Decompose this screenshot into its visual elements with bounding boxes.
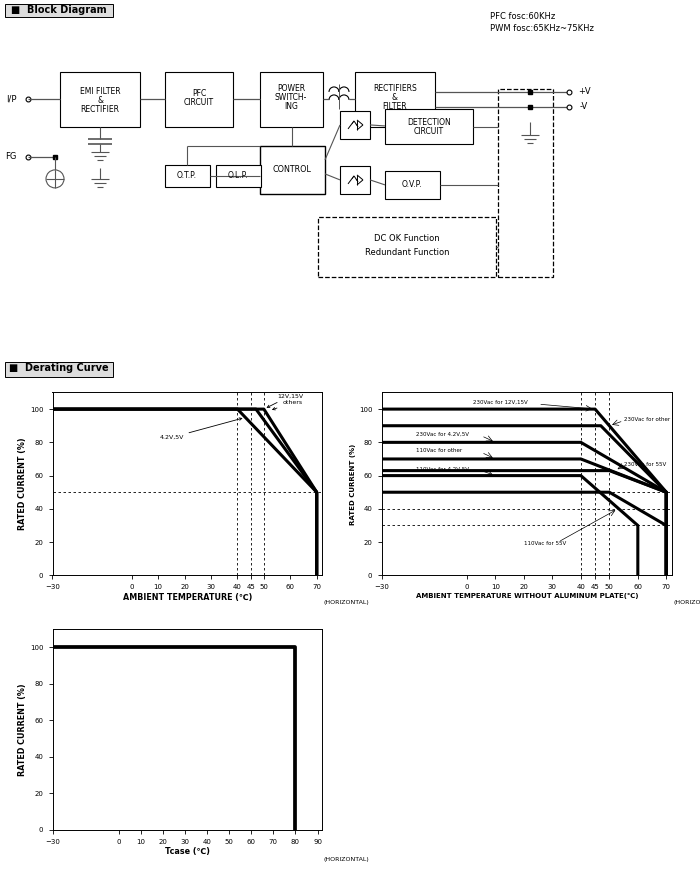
Text: O.V.P.: O.V.P. [402, 180, 422, 189]
Text: DC OK Function: DC OK Function [374, 235, 440, 244]
Text: ■  Derating Curve: ■ Derating Curve [9, 363, 108, 374]
Text: &: & [97, 96, 103, 105]
Text: ■  Block Diagram: ■ Block Diagram [11, 5, 107, 15]
Text: &: & [392, 94, 398, 103]
Text: 110Vac for other: 110Vac for other [416, 449, 462, 453]
Text: SWITCH-: SWITCH- [275, 94, 307, 103]
Text: CONTROL: CONTROL [272, 165, 312, 175]
X-axis label: Tcase (℃): Tcase (℃) [164, 847, 210, 856]
Text: PFC: PFC [192, 89, 206, 98]
Bar [498, 89, 553, 277]
Text: 230Vac for 55V: 230Vac for 55V [624, 462, 666, 467]
Bar [260, 72, 323, 127]
Bar [355, 72, 435, 127]
X-axis label: AMBIENT TEMPERATURE WITHOUT ALUMINUM PLATE(℃): AMBIENT TEMPERATURE WITHOUT ALUMINUM PLA… [416, 593, 638, 599]
Text: (HORIZONTAL): (HORIZONTAL) [323, 600, 369, 606]
Text: 230Vac for other: 230Vac for other [624, 417, 670, 422]
Text: 230Vac for 12V,15V: 230Vac for 12V,15V [473, 401, 527, 405]
Text: others: others [273, 401, 302, 410]
Bar [385, 109, 473, 144]
Text: O.T.P.: O.T.P. [177, 171, 197, 180]
X-axis label: AMBIENT TEMPERATURE (℃): AMBIENT TEMPERATURE (℃) [122, 593, 252, 602]
Text: 110Vac for 4.2V,5V: 110Vac for 4.2V,5V [416, 467, 469, 472]
Text: -V: -V [580, 103, 588, 112]
Text: 4.2V,5V: 4.2V,5V [159, 417, 242, 440]
Text: (HORIZONTAL): (HORIZONTAL) [673, 600, 700, 606]
Text: FG: FG [6, 153, 17, 161]
Text: +V: +V [578, 87, 590, 96]
Text: FILTER: FILTER [383, 103, 407, 112]
Text: 230Vac for 4.2V,5V: 230Vac for 4.2V,5V [416, 432, 469, 437]
Bar [385, 171, 440, 199]
Text: O.L.P.: O.L.P. [228, 171, 248, 180]
Text: PFC fosc:60KHz
PWM fosc:65KHz~75KHz: PFC fosc:60KHz PWM fosc:65KHz~75KHz [490, 12, 594, 34]
Bar [216, 165, 261, 187]
Text: (HORIZONTAL): (HORIZONTAL) [323, 857, 369, 862]
Y-axis label: RATED CURRENT (%): RATED CURRENT (%) [18, 438, 27, 530]
Bar [340, 111, 370, 139]
Text: 110Vac for 55V: 110Vac for 55V [524, 541, 566, 547]
Text: CIRCUIT: CIRCUIT [414, 128, 444, 136]
Text: EMI FILTER: EMI FILTER [80, 87, 120, 96]
Text: 12V,15V: 12V,15V [267, 393, 303, 408]
Text: RECTIFIERS: RECTIFIERS [373, 85, 417, 94]
Bar [260, 146, 325, 194]
Bar [318, 217, 496, 277]
Text: RECTIFIER: RECTIFIER [80, 105, 120, 114]
Bar [340, 166, 370, 194]
Text: Redundant Function: Redundant Function [365, 248, 449, 258]
Bar [5, 362, 113, 376]
Text: I/P: I/P [6, 95, 17, 103]
Bar [5, 4, 113, 17]
Text: POWER: POWER [277, 85, 305, 94]
Text: ING: ING [284, 103, 298, 112]
Y-axis label: RATED CURRENT (%): RATED CURRENT (%) [350, 443, 356, 524]
Text: CIRCUIT: CIRCUIT [184, 98, 214, 107]
Y-axis label: RATED CURRENT (%): RATED CURRENT (%) [18, 683, 27, 775]
Bar [60, 72, 140, 127]
Bar [165, 165, 210, 187]
Bar [165, 72, 233, 127]
Text: DETECTION: DETECTION [407, 119, 451, 128]
